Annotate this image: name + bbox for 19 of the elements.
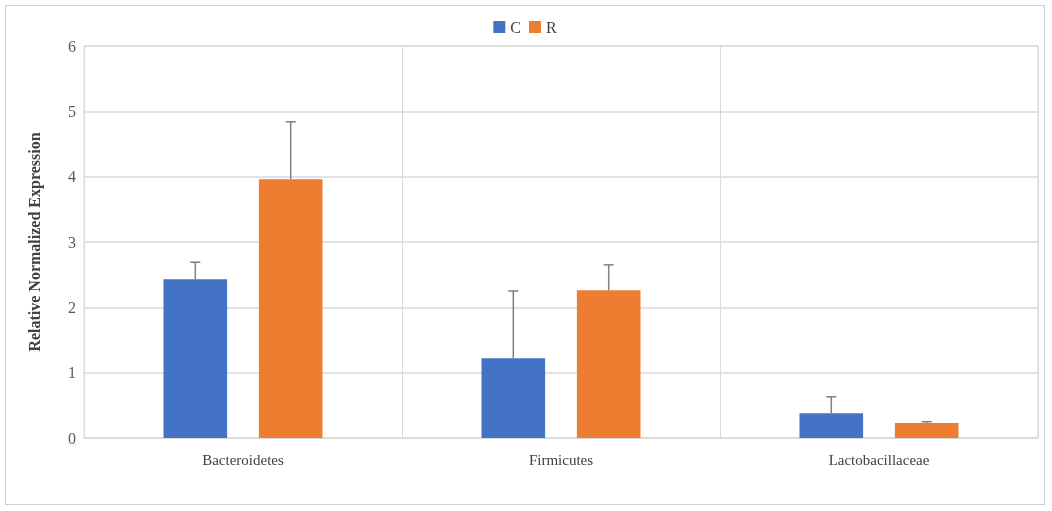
legend-label: C (510, 18, 521, 36)
legend-label: R (546, 18, 557, 36)
x-tick-label: Lactobacillaceae (828, 451, 930, 468)
bar (894, 422, 959, 438)
bar (576, 290, 641, 438)
y-tick-label: 1 (68, 364, 76, 382)
y-tick-label: 2 (68, 298, 76, 316)
y-axis-title: Relative Normalized Expression (25, 132, 44, 352)
y-tick-label: 6 (68, 37, 76, 55)
bar (163, 279, 228, 438)
bar (799, 413, 864, 438)
x-tick-label: Firmicutes (528, 451, 594, 468)
y-tick-label: 4 (68, 168, 76, 186)
x-tick-label: Bacteroidetes (202, 451, 284, 468)
bar (481, 358, 546, 438)
y-tick-label: 0 (68, 429, 76, 447)
y-tick-label: 5 (68, 102, 76, 120)
bar (258, 179, 323, 438)
y-tick-label: 3 (68, 233, 76, 251)
